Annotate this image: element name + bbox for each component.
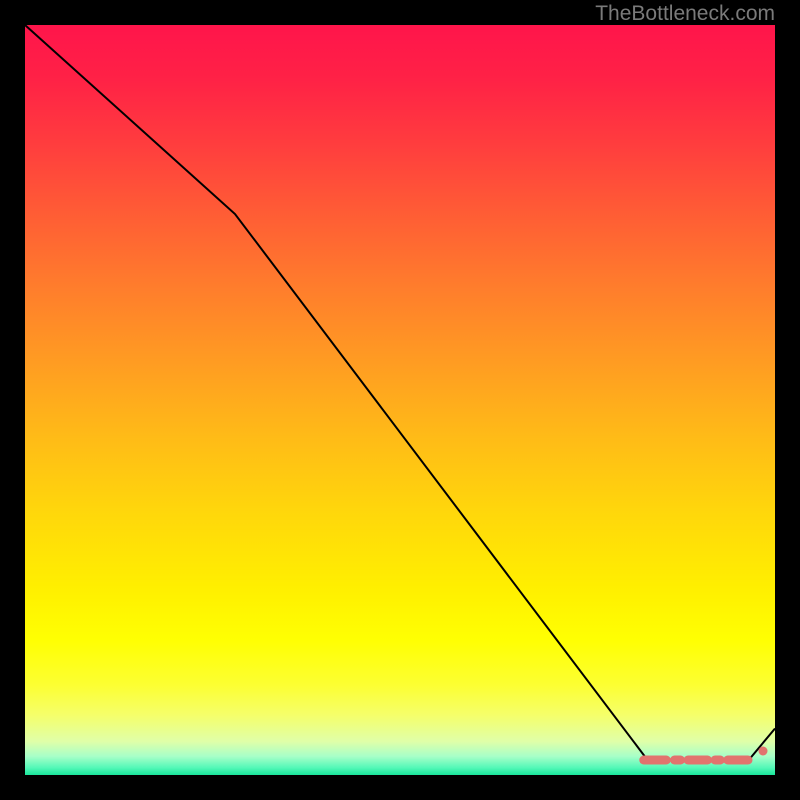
watermark-text: TheBottleneck.com [595, 2, 775, 26]
chart-svg [0, 0, 800, 800]
plot-background [25, 25, 775, 775]
bottleneck-chart: TheBottleneck.com [0, 0, 800, 800]
marker-dot [759, 747, 768, 756]
